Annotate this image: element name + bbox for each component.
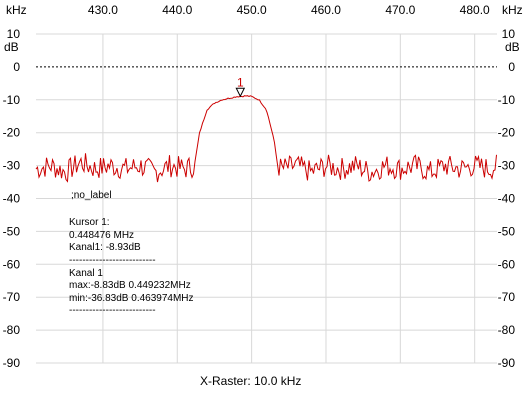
y-tick-label-left: -50 [3, 224, 21, 238]
cursor-level: Kanal1: -8.93dB [69, 242, 141, 253]
y-tick-label-right: 10 [502, 27, 516, 41]
x-raster-caption: X-Raster: 10.0 kHz [200, 374, 301, 388]
y-tick-label-left: -30 [3, 159, 21, 173]
x-unit-label-right: kHz [502, 3, 523, 17]
y-tick-label-left: 10 [7, 27, 21, 41]
y-tick-label-right: -30 [498, 159, 516, 173]
x-tick-label: 470.0 [385, 3, 415, 17]
y-tick-label-left: -80 [3, 323, 21, 337]
x-tick-label: 440.0 [162, 3, 192, 17]
x-tick-label: 460.0 [311, 3, 341, 17]
separator-line: -------------------------- [69, 305, 156, 316]
x-unit-label-left: kHz [6, 3, 27, 17]
marker-1-triangle [235, 87, 246, 98]
y-tick-label-left: -40 [3, 192, 21, 206]
y-tick-label-right: -70 [498, 290, 516, 304]
y-tick-label-left: 0 [13, 60, 20, 74]
y-unit-label-left: dB [4, 40, 19, 54]
spectrum-trace [35, 95, 497, 183]
y-unit-label-right: dB [505, 40, 520, 54]
y-tick-label-right: -40 [498, 192, 516, 206]
y-tick-label-right: -60 [498, 257, 516, 271]
x-tick-label: 430.0 [88, 3, 118, 17]
y-tick-label-right: -90 [498, 356, 516, 370]
no-label-tag: ;no_label [71, 190, 112, 201]
y-tick-label-left: -90 [3, 356, 21, 370]
cursor-title: Kursor 1: [69, 217, 110, 228]
channel-max: max:-8.83dB 0.449232MHz [69, 280, 191, 291]
y-tick-label-left: -10 [3, 93, 21, 107]
channel-min: min:-36.83dB 0.463974MHz [69, 293, 194, 304]
y-tick-label-right: -20 [498, 126, 516, 140]
y-tick-label-right: -80 [498, 323, 516, 337]
x-tick-label: 450.0 [237, 3, 267, 17]
channel-title: Kanal 1 [69, 268, 103, 279]
y-tick-label-right: 0 [508, 60, 515, 74]
separator-line: -------------------------- [69, 255, 156, 266]
y-tick-label-right: -10 [498, 93, 516, 107]
y-tick-label-left: -20 [3, 126, 21, 140]
cursor-frequency: 0.448476 MHz [69, 230, 135, 241]
y-tick-label-left: -70 [3, 290, 21, 304]
y-tick-label-right: -50 [498, 224, 516, 238]
x-tick-label: 480.0 [460, 3, 490, 17]
y-tick-label-left: -60 [3, 257, 21, 271]
marker-1-label: 1 [237, 75, 244, 89]
